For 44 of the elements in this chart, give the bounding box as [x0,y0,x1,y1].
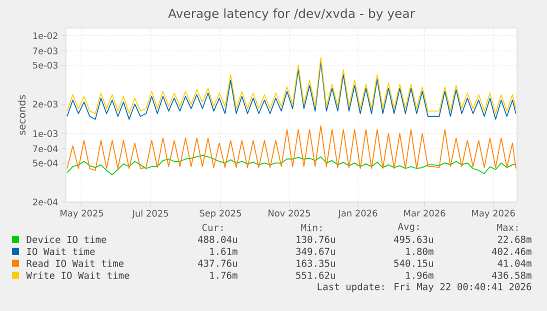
x-tick-label: Jan 2026 [338,210,378,218]
x-tick-label: Nov 2025 [268,210,310,217]
text: 495.63u [394,236,433,244]
text: Avg: [398,222,418,232]
text: Last update: Fri May 22 00:40:41 2026 [318,282,532,292]
y-tick-label: 7e-03 [33,48,58,54]
y-axis-title: seconds [18,95,26,135]
chart-title: Average latency for /dev/xvda - by year [168,8,415,21]
text: 488.04u [198,236,237,244]
text: 41.04m [498,260,532,267]
line-series [66,125,516,171]
text: 22.68m [498,236,532,244]
text: 130.76u [296,236,335,244]
legend-label: Read IO Wait time [26,260,124,268]
x-tick-label: Mar 2026 [404,210,446,217]
y-tick-label: 5e-03 [33,62,58,69]
y-tick-label: 1e-02 [33,32,58,40]
text: 436.58m [492,272,532,279]
y-tick-label: 1e-03 [33,130,58,137]
legend-label: Device IO time [26,236,106,244]
y-tick-label: 2e-04 [33,198,58,206]
text: 1.96m [406,272,434,279]
x-tick-label: May 2025 [60,210,104,218]
x-tick-label: Sep 2025 [200,210,241,218]
legend-label: IO Wait time [27,248,95,256]
text: 437.76u [198,260,237,267]
text: 551.62u [296,272,335,279]
text: 540.15u [394,260,433,267]
x-tick-label: May 2026 [472,210,515,218]
text: 163.35u [296,260,335,267]
line-series [66,154,516,176]
text: Cur: [202,224,222,232]
text: 402.46m [492,248,532,256]
x-tick-label: Jul 2025 [132,210,168,218]
text: Max: [497,224,518,232]
legend-label: Write IO Wait time [26,272,130,280]
text: 1.80m [406,248,434,256]
text: 349.67u [296,248,335,256]
y-tick-label: 2e-03 [33,100,58,108]
text: Min: [301,224,322,232]
text: 1.61m [210,248,238,256]
text: 1.76m [210,272,238,279]
y-tick-label: 7e-04 [33,145,58,152]
y-tick-label: 5e-04 [33,160,58,166]
